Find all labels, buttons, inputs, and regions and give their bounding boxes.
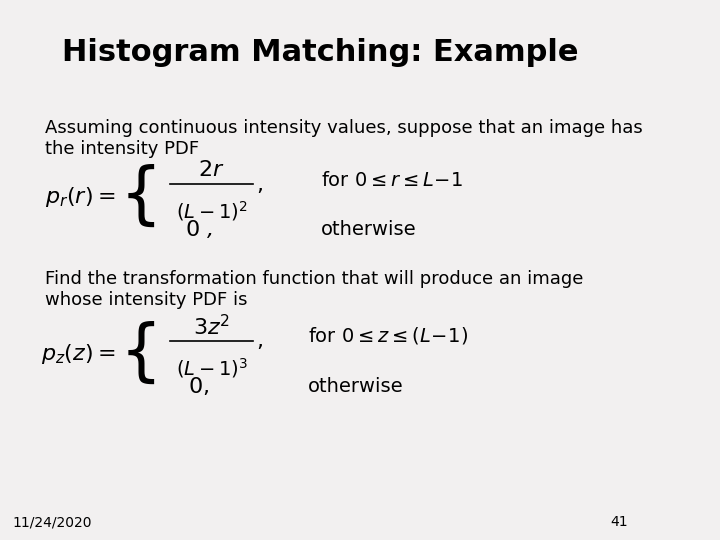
Text: ,: , (256, 174, 264, 195)
Text: $\{$: $\{$ (119, 321, 155, 387)
Text: $2r$: $2r$ (199, 160, 225, 180)
Text: $(L-1)^2$: $(L-1)^2$ (176, 199, 248, 222)
Text: for $0\leq z\leq (L\!-\!1)$: for $0\leq z\leq (L\!-\!1)$ (307, 326, 468, 346)
Text: Assuming continuous intensity values, suppose that an image has
the intensity PD: Assuming continuous intensity values, su… (45, 119, 643, 158)
Text: $p_r(r)=$: $p_r(r)=$ (45, 185, 115, 209)
Text: $3z^2$: $3z^2$ (193, 314, 230, 339)
Text: $p_z(z)=$: $p_z(z)=$ (41, 342, 115, 366)
Text: for $0\leq r\leq L\!-\!1$: for $0\leq r\leq L\!-\!1$ (320, 171, 463, 191)
Text: otherwise: otherwise (320, 220, 416, 239)
Text: 11/24/2020: 11/24/2020 (13, 515, 92, 529)
Text: $0$ ,: $0$ , (185, 219, 212, 240)
Text: $0,$: $0,$ (188, 375, 210, 397)
Text: Find the transformation function that will produce an image
whose intensity PDF : Find the transformation function that wi… (45, 270, 583, 309)
Text: $\{$: $\{$ (119, 164, 155, 230)
Text: Histogram Matching: Example: Histogram Matching: Example (63, 38, 579, 67)
Text: $(L-1)^3$: $(L-1)^3$ (176, 356, 248, 380)
Text: otherwise: otherwise (307, 376, 403, 396)
Text: ,: , (256, 331, 264, 352)
Text: 41: 41 (611, 515, 629, 529)
